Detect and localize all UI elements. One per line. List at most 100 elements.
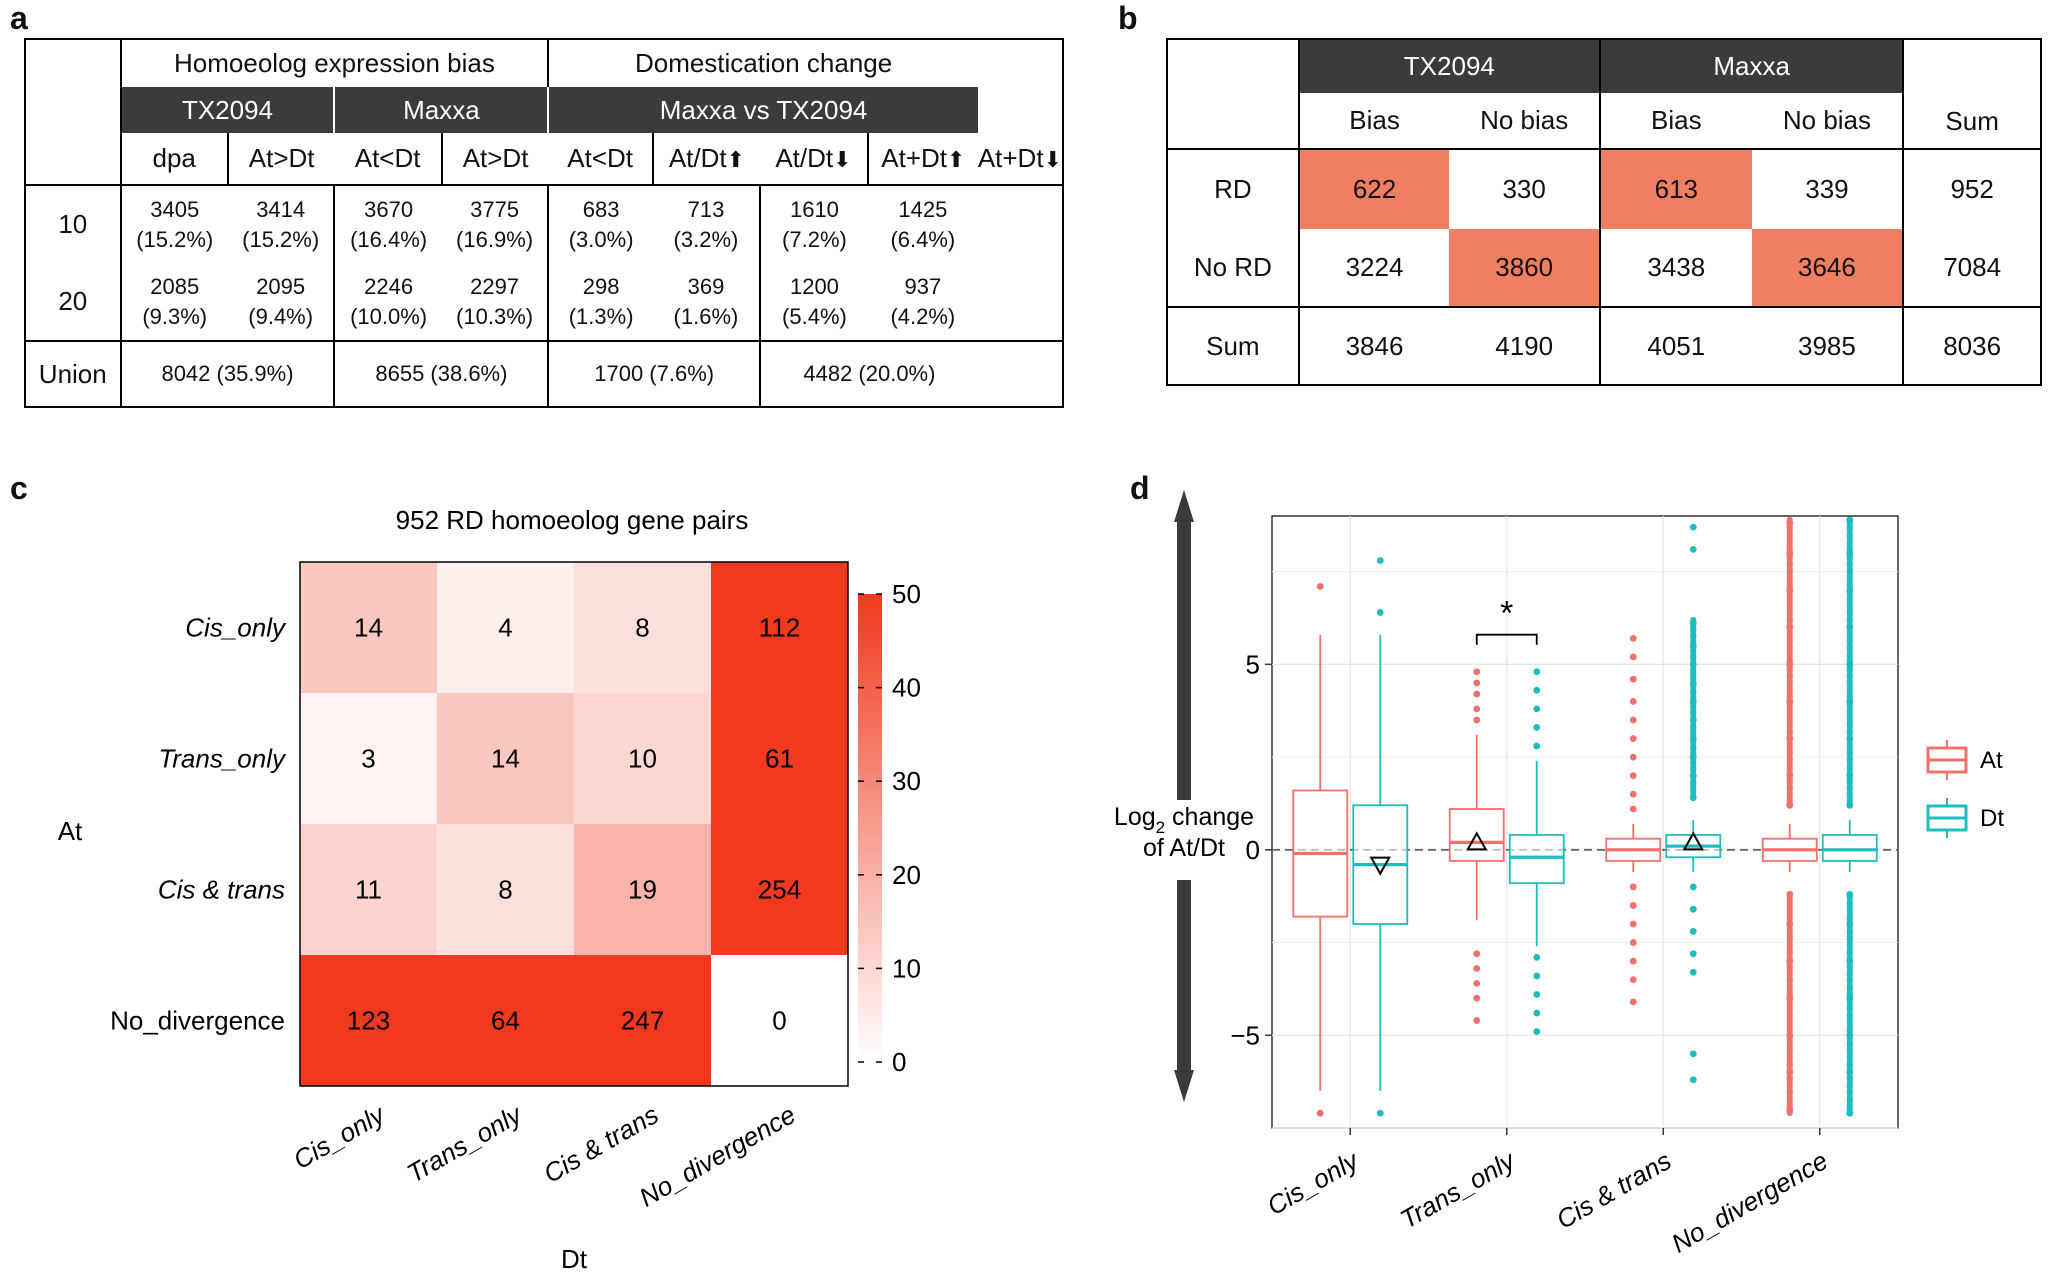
colorbar-tick-label: 30 [892,766,921,796]
arrow-down-icon: ⬇ [833,147,852,172]
table-b: TX2094 Maxxa Sum Bias No bias Bias No bi… [1166,38,2042,386]
box-at [1761,516,1818,1117]
outlier-point [1533,742,1541,750]
group-header-expression-bias: Homoeolog expression bias [120,39,550,87]
heatmap-cell-label: 8 [635,613,649,643]
union-cell: 8042 (35.9%) [120,341,336,407]
legend-label: Dt [1980,805,2004,832]
outlier-point [1473,1017,1481,1024]
col-header: At+Dt⬆ [881,143,966,173]
heatmap-x-tick-label: Cis_only [288,1098,391,1175]
legend-item-at: At [1926,740,2003,780]
heatmap-cell-label: 61 [765,744,794,774]
outlier-point [1316,583,1324,590]
outlier-point [1533,991,1541,998]
row-label-union: Union [25,341,122,407]
heatmap-y-axis-label: At [58,816,83,846]
heatmap-cell-label: 123 [347,1006,390,1036]
table-cell-highlighted: 3860 [1449,229,1601,307]
outlier-point [1689,950,1697,958]
union-cell: 1700 (7.6%) [548,341,762,407]
colorbar-tick-label: 0 [892,1047,906,1077]
outlier-point [1533,705,1541,713]
table-row-sum: Sum 3846 4190 4051 3985 8036 [1167,307,2041,385]
heatmap-x-axis-label: Dt [561,1244,588,1274]
panel-label-a: a [10,0,28,36]
outlier-point [1473,705,1481,713]
heatmap-cell-label: 10 [628,744,657,774]
heatmap-title: 952 RD homoeolog gene pairs [396,505,749,535]
row-label: 20 [25,263,122,341]
heatmap-cell [711,562,848,693]
heatmap-cell [711,824,848,955]
sub-header-tx2094: TX2094 [120,87,336,133]
significance-bracket [1475,633,1538,645]
box-iqr [1508,834,1565,885]
table-cell: 2297 (10.3%) [441,263,550,341]
y-arrow-up-head [1174,490,1194,522]
outlier-point [1689,968,1697,976]
colorbar-tick-label: 40 [892,673,921,703]
col-header: At<Dt [548,133,654,185]
outlier-point [1473,716,1481,724]
outlier-point [1689,883,1697,891]
table-cell: 2095 (9.4%) [227,263,336,341]
x-tick-label: Trans_only [1395,1144,1521,1234]
table-cell: 1610 (7.2%) [782,196,847,252]
outlier-point [1473,668,1481,676]
heatmap-cell [574,824,711,955]
heatmap-cell [300,562,437,693]
outlier-point [1473,950,1481,958]
heatmap-cell [437,562,574,693]
table-cell: 7084 [1943,252,2002,282]
outlier-point [1629,698,1637,705]
box-dt [1821,516,1878,1117]
table-cell: 683 (3.0%) [568,196,634,252]
outlier-point [1689,905,1697,913]
heatmap-x-tick-label: Cis & trans [538,1099,663,1189]
group-header-maxxa: Maxxa [1599,39,1905,93]
outlier-point [1629,920,1637,928]
box-iqr [1821,834,1878,862]
col-header: At>Dt [248,143,315,173]
table-cell: 298 (1.3%) [568,273,634,329]
heatmap-y-tick-label: Cis_only [185,613,287,643]
heatmap-frame [299,561,849,1087]
table-cell: 3224 [1345,252,1404,282]
col-header: At+Dt⬇ [977,143,1062,173]
heatmap-cell-label: 14 [491,744,520,774]
heatmap-cell-label: 254 [758,875,801,905]
table-cell: 3438 [1647,252,1706,282]
heatmap-y-tick-label: No_divergence [110,1006,285,1036]
outlier-point [1629,939,1637,946]
heatmap-cell-label: 3 [361,744,375,774]
heatmap-cell-label: 112 [759,613,800,643]
group-header-tx2094: TX2094 [1298,39,1601,93]
outlier-point [1376,557,1384,564]
group-header-domestication: Domestication change [634,48,893,78]
outlier-point [1689,523,1697,531]
outlier-point [1689,545,1697,553]
outlier-point [1473,965,1481,972]
heatmap-x-tick-label: No_divergence [634,1099,800,1212]
outlier-point [1629,716,1637,724]
panel-label-c: c [10,470,28,506]
outlier-point [1533,972,1541,980]
mean-triangle-down-icon [1369,856,1391,876]
row-label: No RD [1167,229,1300,307]
outlier-point [1533,724,1541,731]
legend-label: At [1980,747,2003,774]
col-header: At>Dt [462,143,529,173]
y-tick-label: −5 [1230,1020,1260,1050]
heatmap-cell-label: 64 [491,1006,520,1036]
table-cell: 3985 [1751,307,1905,385]
heatmap-cell [300,693,437,824]
table-row-union: Union 8042 (35.9%) 8655 (38.6%) 1700 (7.… [25,341,1063,407]
colorbar-tick-label: 50 [892,579,921,609]
y-axis-label-line1: Log2 change [1114,803,1254,837]
outlier-point [1629,805,1637,813]
heatmap-cell-label: 14 [354,613,383,643]
table-row: 20 2085 (9.3%) 2095 (9.4%) 2246 (10.0%) 229… [25,263,1063,341]
heatmap-cell [574,562,711,693]
heatmap-x-tick-label: Trans_only [402,1098,528,1188]
